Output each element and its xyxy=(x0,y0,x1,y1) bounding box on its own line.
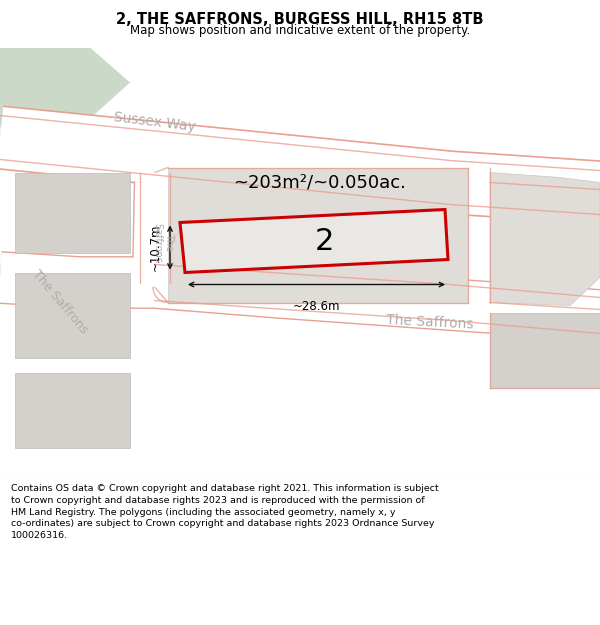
Bar xyxy=(490,312,600,388)
Text: Sussex Way: Sussex Way xyxy=(113,111,197,134)
Text: ~10.7m: ~10.7m xyxy=(149,224,162,271)
Text: ~28.6m: ~28.6m xyxy=(293,301,340,314)
Text: The Saffrons: The Saffrons xyxy=(29,268,91,337)
Polygon shape xyxy=(0,48,130,128)
Bar xyxy=(168,168,468,302)
Text: 2, THE SAFFRONS, BURGESS HILL, RH15 8TB: 2, THE SAFFRONS, BURGESS HILL, RH15 8TB xyxy=(116,12,484,27)
Text: Contains OS data © Crown copyright and database right 2021. This information is : Contains OS data © Crown copyright and d… xyxy=(11,484,439,540)
Text: 2: 2 xyxy=(315,226,334,256)
Polygon shape xyxy=(180,209,448,272)
Bar xyxy=(15,372,130,448)
Bar xyxy=(15,272,130,358)
Text: The
Saffrons: The Saffrons xyxy=(152,222,174,262)
Bar xyxy=(15,173,130,253)
Text: ~203m²/~0.050ac.: ~203m²/~0.050ac. xyxy=(233,174,406,191)
Text: Map shows position and indicative extent of the property.: Map shows position and indicative extent… xyxy=(130,24,470,36)
Polygon shape xyxy=(490,173,600,306)
Text: The Saffrons: The Saffrons xyxy=(386,313,474,332)
